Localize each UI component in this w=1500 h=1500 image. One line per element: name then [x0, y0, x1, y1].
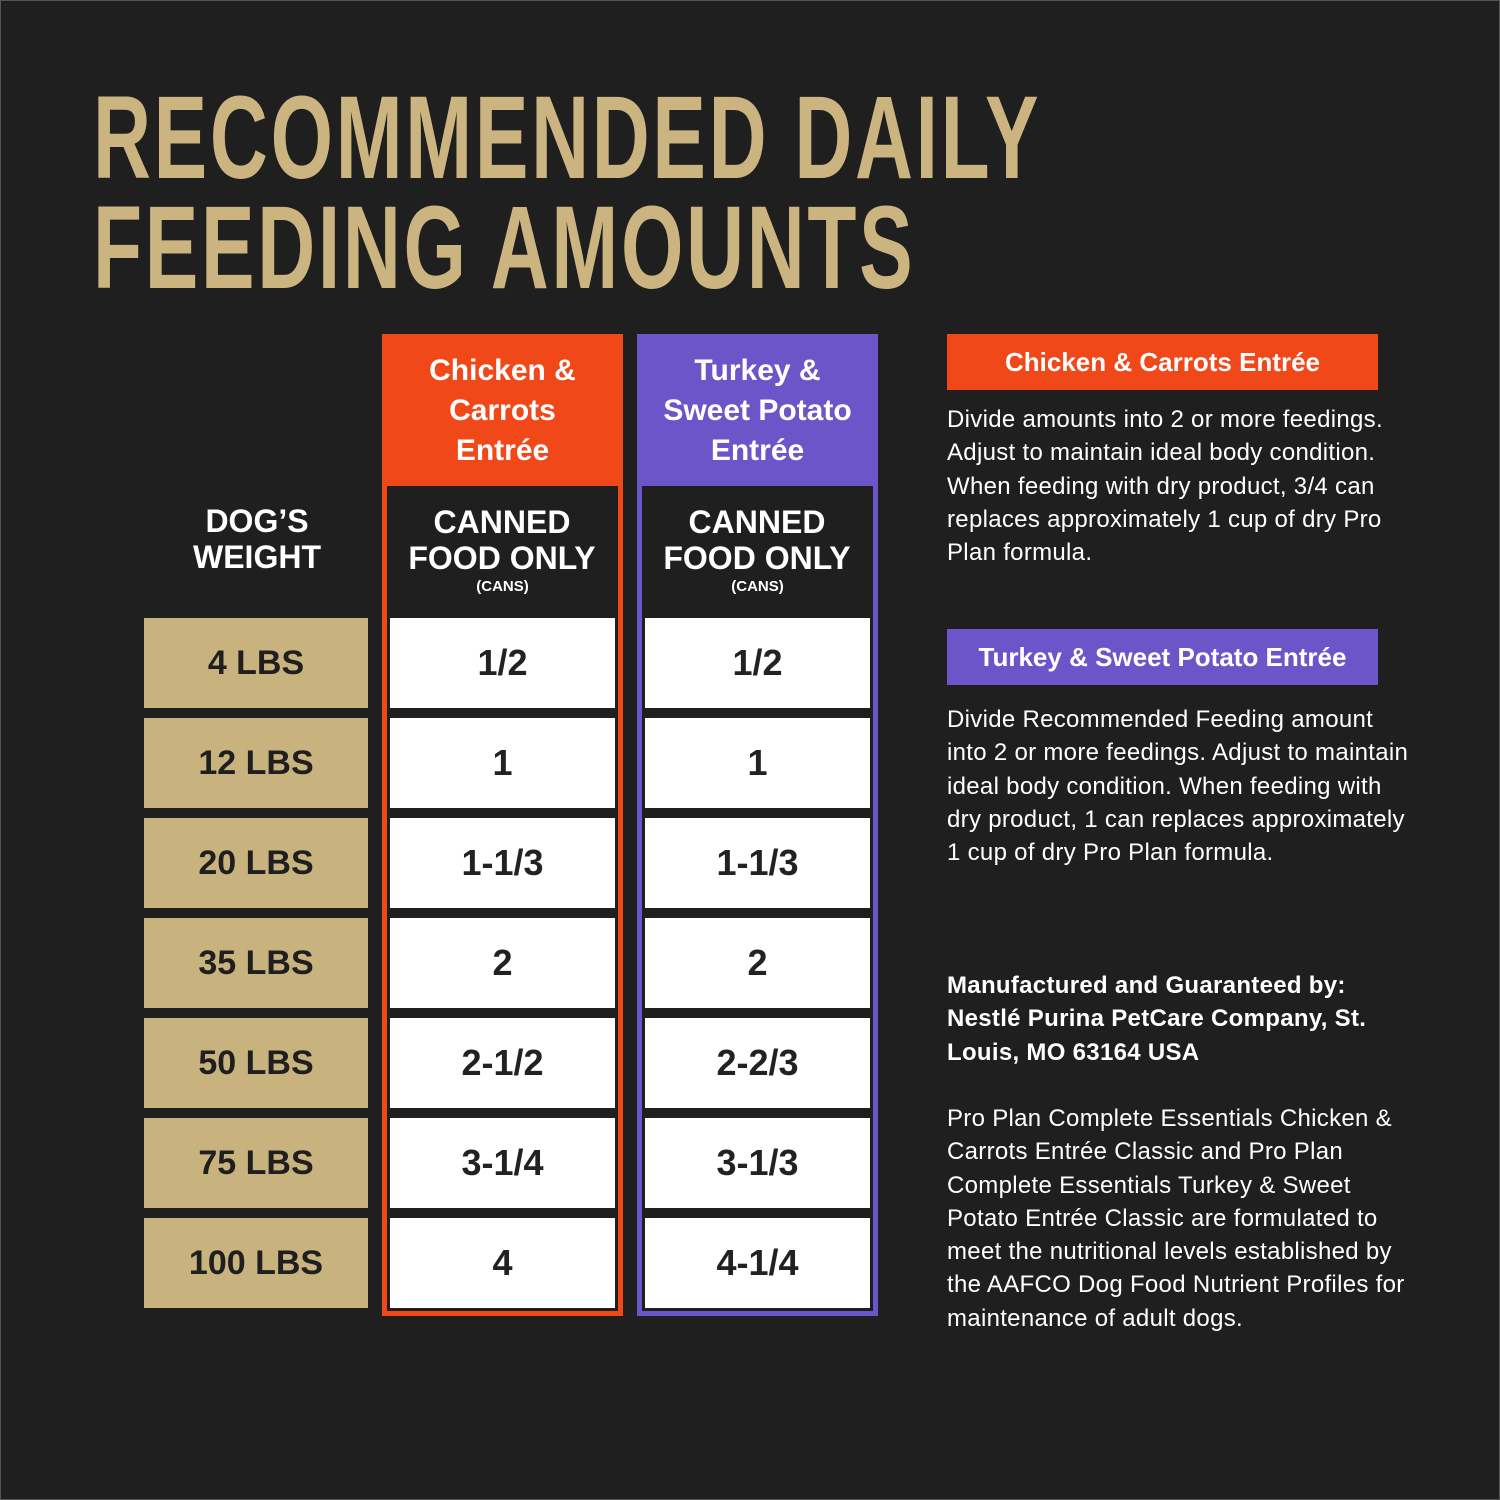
weight-cell: 20 LBS [144, 818, 368, 908]
value-cell: 2-1/2 [390, 1018, 615, 1108]
value-cell: 1-1/3 [390, 818, 615, 908]
value-cell: 4 [390, 1218, 615, 1308]
title: FEEDING AMOUNTS [93, 182, 916, 314]
value-cell: 3-1/4 [390, 1118, 615, 1208]
weight-cell: 100 LBS [144, 1218, 368, 1308]
value-cell: 4-1/4 [645, 1218, 870, 1308]
column-unit: (CANS) [731, 578, 784, 595]
value-cell: 1-1/3 [645, 818, 870, 908]
manufacturer: Manufactured and Guaranteed by: Nestlé P… [947, 972, 1367, 1066]
weight-cell: 35 LBS [144, 918, 368, 1008]
weight-header: DOG’S WEIGHT [193, 503, 321, 575]
note-text: Divide Recommended Feeding amount into 2… [947, 706, 1409, 867]
note-text: Divide amounts into 2 or more feedings. … [947, 406, 1383, 567]
value-cell: 1/2 [645, 618, 870, 708]
column-header: Chicken & Carrots Entrée [429, 354, 576, 467]
column-header: Turkey & Sweet Potato Entrée [663, 354, 852, 467]
note-heading: Turkey & Sweet Potato Entrée [947, 629, 1378, 685]
statement: Pro Plan Complete Essentials Chicken & C… [947, 1105, 1405, 1332]
value-cell: 2-2/3 [645, 1018, 870, 1108]
column-subheader: CANNED FOOD ONLY [408, 504, 596, 576]
note-heading: Chicken & Carrots Entrée [947, 334, 1378, 390]
value-cell: 1 [645, 718, 870, 808]
weight-cell: 4 LBS [144, 618, 368, 708]
title: RECOMMENDED DAILY [93, 72, 1042, 204]
column-subheader: CANNED FOOD ONLY [663, 504, 851, 576]
value-cell: 1 [390, 718, 615, 808]
weight-cell: 75 LBS [144, 1118, 368, 1208]
value-cell: 2 [645, 918, 870, 1008]
weight-cell: 50 LBS [144, 1018, 368, 1108]
value-cell: 2 [390, 918, 615, 1008]
value-cell: 1/2 [390, 618, 615, 708]
value-cell: 3-1/3 [645, 1118, 870, 1208]
column-unit: (CANS) [476, 578, 529, 595]
weight-cell: 12 LBS [144, 718, 368, 808]
